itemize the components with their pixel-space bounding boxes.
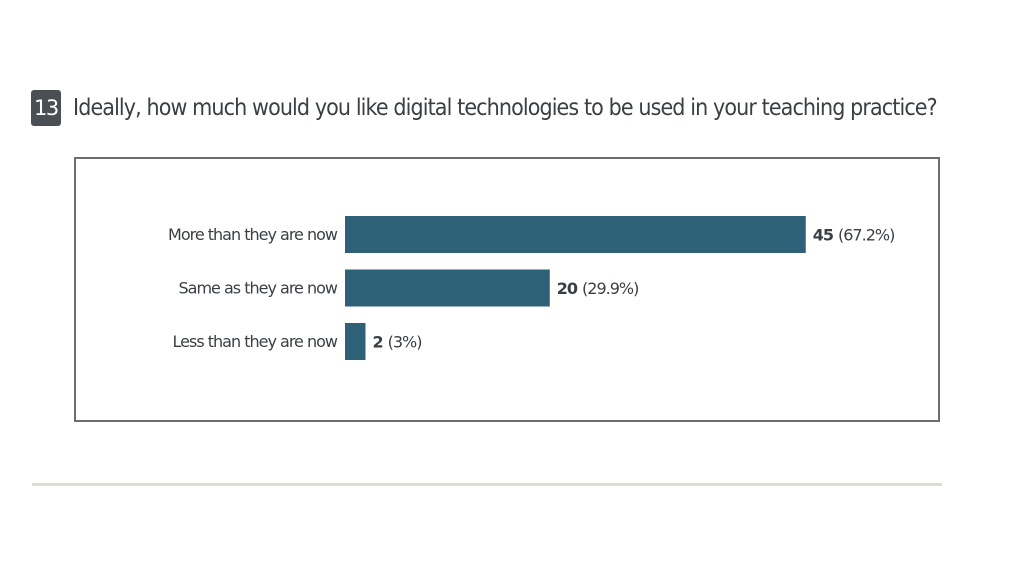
question-number-badge: 13 <box>31 90 61 126</box>
value-count: 45 <box>813 225 834 244</box>
value-percent: (3%) <box>388 332 422 351</box>
bar-chart: More than they are now 45 (67.2%) Same as t… <box>168 216 895 360</box>
value-label: 2 (3%) <box>372 332 421 351</box>
question-text: Ideally, how much would you like digital… <box>72 95 938 121</box>
value-label: 45 (67.2%) <box>813 225 895 244</box>
value-percent: (29.9%) <box>582 279 638 298</box>
bar <box>345 269 550 307</box>
value-percent: (67.2%) <box>838 225 894 244</box>
bar <box>345 323 366 360</box>
value-count: 20 <box>557 279 578 298</box>
value-count: 2 <box>372 332 382 351</box>
value-label: 20 (29.9%) <box>557 279 639 298</box>
question-header: 13 Ideally, how much would you like digi… <box>31 90 1024 126</box>
category-label: Same as they are now <box>179 279 338 298</box>
chart-container: More than they are now 45 (67.2%) Same as t… <box>74 157 940 422</box>
bar <box>345 216 806 253</box>
section-divider <box>32 483 942 486</box>
category-label: More than they are now <box>168 225 338 244</box>
category-label: Less than they are now <box>173 332 338 351</box>
